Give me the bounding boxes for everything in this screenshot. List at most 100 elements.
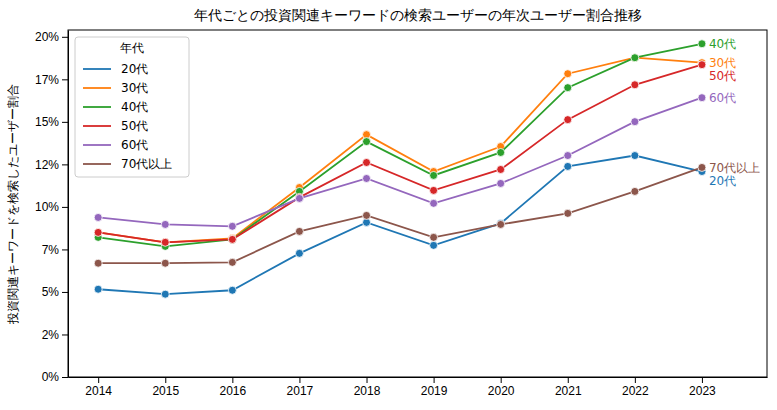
y-tick-label: 20% xyxy=(35,30,59,44)
end-labels: 40代30代50代60代70代以上20代 xyxy=(709,37,760,188)
legend-label: 30代 xyxy=(121,81,148,95)
x-tick-mark xyxy=(568,377,569,383)
y-axis-title: 投資関連キーワードを検索したユーザー割合 xyxy=(6,84,20,325)
point xyxy=(631,54,639,62)
y-tick-mark xyxy=(62,122,68,123)
y-tick-label: 17% xyxy=(35,73,59,87)
legend-swatch xyxy=(83,144,111,146)
x-tick-label: 2014 xyxy=(85,384,112,398)
point xyxy=(161,290,169,298)
legend-label: 40代 xyxy=(121,100,148,114)
x-tick-label: 2023 xyxy=(689,384,716,398)
end-label: 40代 xyxy=(709,37,736,51)
title: 年代ごとの投資関連キーワードの検索ユーザーの年次ユーザー割合推移 xyxy=(194,7,642,23)
y-tick: 15% xyxy=(35,115,68,129)
x-tick-label: 2016 xyxy=(220,384,247,398)
point xyxy=(497,179,505,187)
y-tick: 0% xyxy=(42,370,68,384)
point xyxy=(94,285,102,293)
point xyxy=(497,220,505,228)
x-tick: 2019 xyxy=(421,377,448,398)
x-tick-mark xyxy=(165,377,166,383)
y-tick-label: 7% xyxy=(42,243,60,257)
legend-item: 20代 xyxy=(83,62,148,76)
point xyxy=(497,165,505,173)
point xyxy=(698,163,706,171)
x-tick-mark xyxy=(98,377,99,383)
point xyxy=(564,70,572,78)
x-tick-label: 2022 xyxy=(622,384,649,398)
x-tick: 2018 xyxy=(354,377,381,398)
end-label: 60代 xyxy=(709,91,736,105)
point xyxy=(295,227,303,235)
x-tick-label: 2018 xyxy=(354,384,381,398)
end-label: 20代 xyxy=(709,174,736,188)
y-tick-mark xyxy=(62,164,68,165)
x-tick: 2022 xyxy=(622,377,649,398)
y-tick-mark xyxy=(62,37,68,38)
x-tick-label: 2020 xyxy=(488,384,515,398)
point xyxy=(564,162,572,170)
legend-swatch xyxy=(83,106,111,108)
point xyxy=(631,118,639,126)
point xyxy=(94,213,102,221)
series xyxy=(94,163,706,267)
legend-label: 70代以上 xyxy=(121,157,172,171)
point xyxy=(161,220,169,228)
y-tick: 2% xyxy=(42,328,68,342)
plot: 2014 2015 2016 2017 2018 2019 2020 2021 2022 2023… xyxy=(35,30,768,398)
end-label: 50代 xyxy=(709,69,736,83)
legend-label: 60代 xyxy=(121,138,148,152)
legend-label: 50代 xyxy=(121,119,148,133)
y-tick-label: 12% xyxy=(35,158,59,172)
point xyxy=(228,286,236,294)
legend-item: 50代 xyxy=(83,119,148,133)
x-tick: 2023 xyxy=(689,377,716,398)
point xyxy=(363,138,371,146)
legend: 年代 20代 30代 40代 50代 60代 70代以上 xyxy=(75,37,189,177)
point xyxy=(430,233,438,241)
y-tick-mark xyxy=(62,249,68,250)
x-tick-mark xyxy=(702,377,703,383)
x-tick-mark xyxy=(635,377,636,383)
point xyxy=(631,152,639,160)
legend-label: 20代 xyxy=(121,62,148,76)
point xyxy=(94,228,102,236)
x-tick-label: 2021 xyxy=(555,384,582,398)
y-tick-label: 15% xyxy=(35,115,59,129)
legend-item: 70代以上 xyxy=(83,157,172,171)
x-tick: 2016 xyxy=(220,377,247,398)
point xyxy=(564,84,572,92)
y-tick-label: 2% xyxy=(42,328,60,342)
point xyxy=(631,187,639,195)
y-tick-mark xyxy=(62,79,68,80)
y-tick: 20% xyxy=(35,30,68,44)
y-tick-mark xyxy=(62,377,68,378)
y-tick: 5% xyxy=(42,285,68,299)
x-tick: 2017 xyxy=(287,377,314,398)
x-tick-mark xyxy=(501,377,502,383)
point xyxy=(228,222,236,230)
x-axis: 2014 2015 2016 2017 2018 2019 2020 2021 2022 2023 xyxy=(69,377,768,398)
point xyxy=(228,235,236,243)
legend-swatch xyxy=(83,125,111,127)
point xyxy=(698,94,706,102)
y-tick-label: 0% xyxy=(42,370,60,384)
legend-box xyxy=(75,37,189,177)
legend-swatch xyxy=(83,87,111,89)
legend-title: 年代 xyxy=(120,41,144,55)
point xyxy=(430,199,438,207)
legend-swatch xyxy=(83,163,111,165)
plot-frame xyxy=(68,30,767,377)
x-tick: 2020 xyxy=(488,377,515,398)
x-tick-label: 2017 xyxy=(287,384,314,398)
point xyxy=(698,61,706,69)
x-tick-mark xyxy=(299,377,300,383)
point xyxy=(161,238,169,246)
point xyxy=(363,159,371,167)
x-tick-mark xyxy=(232,377,233,383)
point xyxy=(295,249,303,257)
point xyxy=(94,228,102,236)
point xyxy=(430,241,438,249)
x-tick: 2015 xyxy=(152,377,179,398)
